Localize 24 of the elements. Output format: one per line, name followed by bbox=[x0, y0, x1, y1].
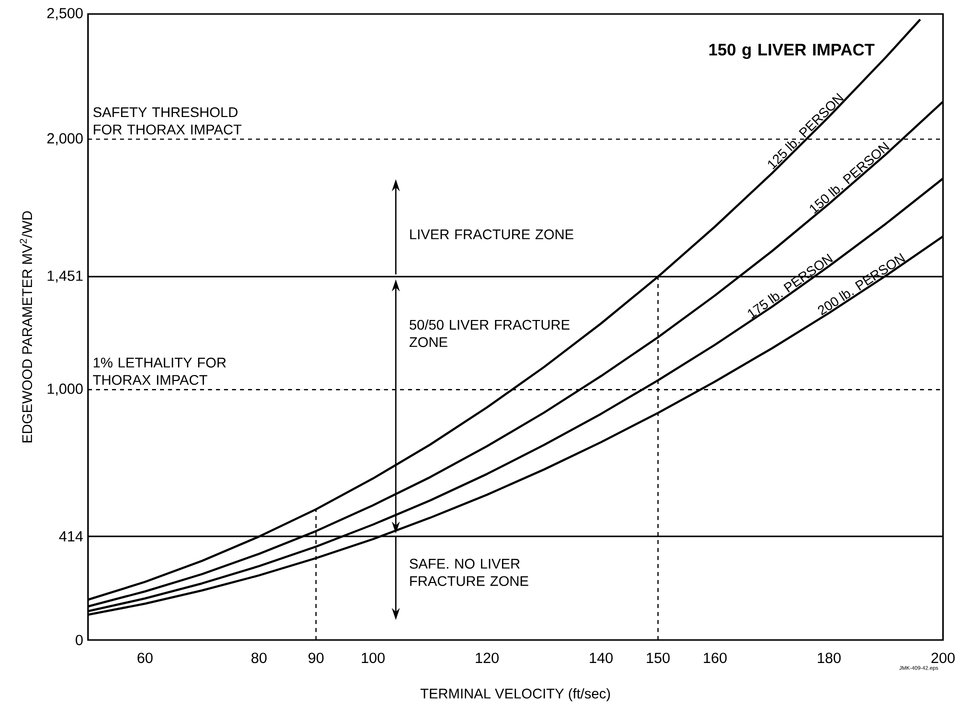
x-tick-label: 160 bbox=[704, 652, 727, 664]
x-tick-label: 140 bbox=[590, 652, 613, 664]
y-tick-label: 2,500 bbox=[47, 8, 83, 20]
y-tick-label: 414 bbox=[59, 531, 83, 542]
x-tick-label: 180 bbox=[818, 652, 841, 664]
annotation: LIVER FRACTURE ZONE bbox=[410, 229, 574, 240]
x-tick-label: 100 bbox=[362, 652, 385, 664]
x-tick-label: 120 bbox=[476, 652, 499, 664]
annotation: SAFE. NO LIVER FRACTURE ZONE bbox=[410, 558, 528, 586]
ref-line-label: SAFETY THRESHOLD FOR THORAX IMPACT bbox=[93, 107, 242, 134]
y-tick-label: 1,000 bbox=[48, 384, 83, 396]
ref-line-label: 1% LETHALITY FOR THORAX IMPACT bbox=[93, 358, 226, 385]
annotation: 50/50 LIVER FRACTURE ZONE bbox=[410, 319, 570, 348]
y-tick-label: 0 bbox=[76, 634, 83, 646]
x-tick-label: 200 bbox=[932, 652, 955, 664]
y-axis-title: EDGEWOOD PARAMETER MV$^{2}$/WD bbox=[20, 211, 32, 442]
y-tick-label: 1,451 bbox=[48, 270, 83, 283]
x-tick-label: 80 bbox=[251, 652, 267, 664]
y-tick-label: 2,000 bbox=[47, 133, 83, 146]
text: 150 g LIVER IMPACT bbox=[709, 44, 875, 59]
x-tick-label: 60 bbox=[138, 652, 153, 664]
x-tick-label: 150 bbox=[646, 652, 670, 664]
x-tick-label: 90 bbox=[308, 652, 324, 664]
x-axis-title: TERMINAL VELOCITY (ft/sec) bbox=[420, 688, 610, 702]
